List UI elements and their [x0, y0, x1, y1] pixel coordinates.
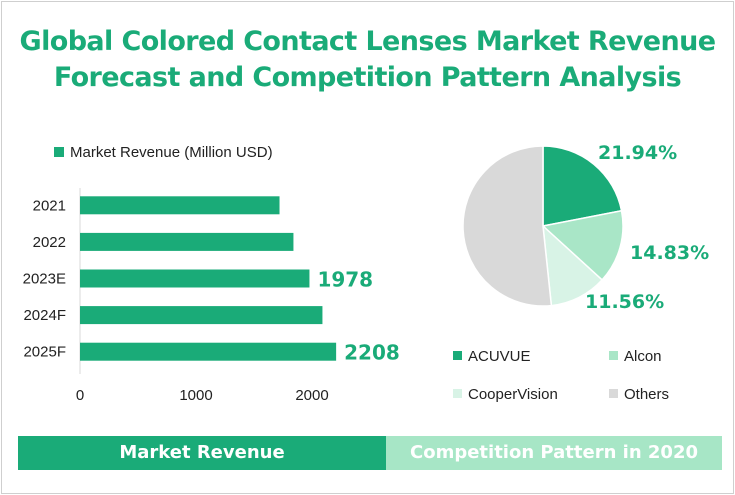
pie-legend-label: Others — [624, 386, 669, 403]
y-tick-label: 2022 — [33, 234, 66, 251]
bar-data-label: 2208 — [344, 341, 400, 365]
bar-2025f — [80, 342, 337, 361]
pie-data-label: 14.83% — [630, 242, 709, 264]
pie-legend-swatch — [609, 389, 618, 398]
pie-legend-label: Alcon — [624, 348, 662, 365]
chart-title-line-2: Forecast and Competition Pattern Analysi… — [53, 62, 682, 93]
y-tick-label: 2023E — [23, 271, 66, 288]
bar-chart: 2021 2022 2023E 1978 2024F 2025F 2208 0 1000 2000 — [23, 188, 400, 404]
chart-title: Global Colored Contact Lenses Market Rev… — [2, 24, 733, 96]
pie-data-label: 21.94% — [598, 142, 677, 164]
x-tick-label: 2000 — [295, 387, 328, 404]
pie-legend-label: CooperVision — [468, 386, 558, 403]
chart-title-line-1: Global Colored Contact Lenses Market Rev… — [19, 26, 717, 57]
y-tick-label: 2021 — [33, 197, 66, 214]
footer-competition-pattern: Competition Pattern in 2020 — [386, 436, 722, 470]
pie-legend: ACUVUE Alcon CooperVision Others — [453, 348, 669, 403]
bar-data-label: 1978 — [317, 268, 373, 292]
bar-legend-swatch — [54, 147, 64, 157]
x-tick-label: 1000 — [179, 387, 212, 404]
pie-legend-swatch — [609, 351, 618, 360]
pie-legend-swatch — [453, 351, 462, 360]
bar-2021 — [80, 196, 280, 215]
y-tick-label: 2025F — [23, 344, 66, 361]
pie-data-label: 11.56% — [585, 291, 664, 313]
pie-legend-label: ACUVUE — [468, 348, 531, 365]
pie-legend-swatch — [453, 389, 462, 398]
pie-chart: 21.94% 14.83% 11.56% — [462, 142, 709, 313]
footer-market-revenue: Market Revenue — [18, 436, 386, 470]
y-tick-label: 2024F — [23, 307, 66, 324]
bar-2022 — [80, 232, 294, 251]
x-tick-label: 0 — [76, 387, 84, 404]
pie-slice-acuvue — [542, 145, 623, 227]
pie-slice-alcon — [541, 209, 624, 281]
pie-slice-others — [462, 145, 553, 307]
bar-2023e — [80, 269, 310, 288]
bar-legend-label: Market Revenue (Million USD) — [70, 144, 273, 161]
bar-2024f — [80, 306, 323, 325]
